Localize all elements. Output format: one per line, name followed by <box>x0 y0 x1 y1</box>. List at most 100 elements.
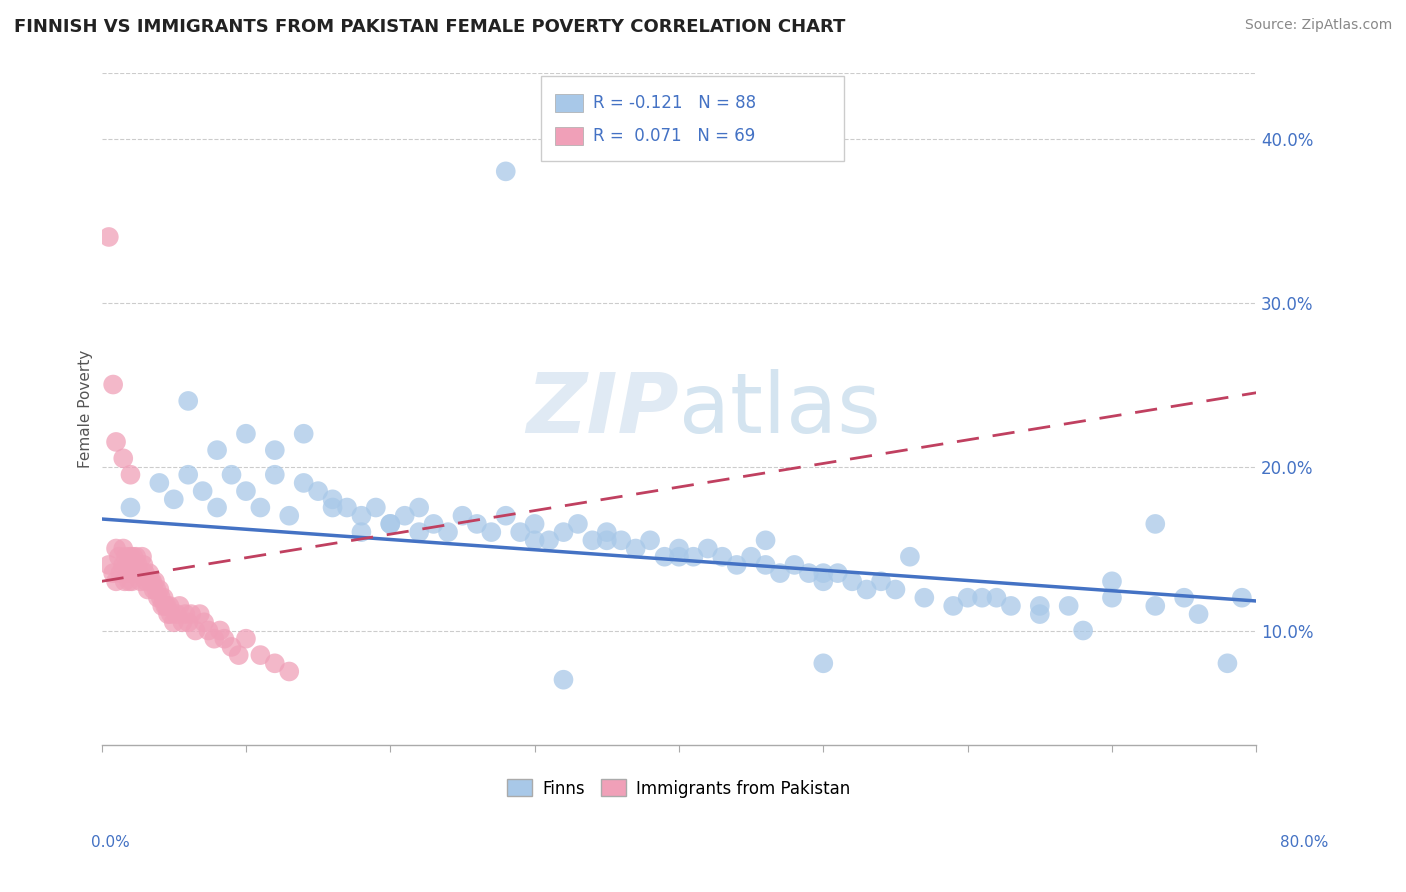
Point <box>380 516 402 531</box>
Point <box>350 525 373 540</box>
Point <box>1057 599 1080 613</box>
Point <box>813 574 835 589</box>
Point <box>177 393 200 408</box>
Text: R = -0.121   N = 88: R = -0.121 N = 88 <box>593 94 756 112</box>
Point <box>117 566 139 581</box>
Point <box>249 648 271 662</box>
Point <box>322 500 344 515</box>
Point <box>1071 624 1094 638</box>
Point <box>174 607 197 621</box>
Point <box>105 541 128 556</box>
Point <box>292 426 315 441</box>
Point <box>138 566 160 581</box>
Point <box>1144 516 1167 531</box>
Point <box>1101 574 1123 589</box>
Point <box>202 632 225 646</box>
Point <box>97 230 120 244</box>
Point <box>1230 591 1253 605</box>
Point <box>841 574 863 589</box>
Point <box>553 673 575 687</box>
Point <box>451 508 474 523</box>
Text: 0.0%: 0.0% <box>91 836 131 850</box>
Point <box>108 549 131 564</box>
Point <box>221 467 243 482</box>
Point <box>136 582 159 597</box>
Point <box>495 508 517 523</box>
Point <box>1029 599 1052 613</box>
Point <box>148 475 170 490</box>
Point <box>596 533 619 548</box>
Point <box>118 574 141 589</box>
Point <box>725 558 748 572</box>
Point <box>1144 599 1167 613</box>
Point <box>422 516 444 531</box>
Point <box>105 434 128 449</box>
Point <box>166 607 188 621</box>
Point <box>193 615 215 630</box>
Point <box>188 607 211 621</box>
Point <box>479 525 502 540</box>
Point <box>160 607 183 621</box>
Point <box>149 591 172 605</box>
Point <box>208 624 231 638</box>
Point <box>263 443 285 458</box>
Point <box>1187 607 1209 621</box>
Point <box>408 525 430 540</box>
Point <box>668 549 690 564</box>
Point <box>110 566 132 581</box>
Point <box>278 665 301 679</box>
Point <box>120 467 142 482</box>
Point <box>465 516 488 531</box>
Point <box>364 500 387 515</box>
Point <box>322 492 344 507</box>
Point <box>581 533 603 548</box>
Point <box>394 508 416 523</box>
Point <box>827 566 849 581</box>
Point <box>150 599 173 613</box>
Point <box>101 566 124 581</box>
Point <box>120 558 142 572</box>
Point <box>122 558 145 572</box>
Text: atlas: atlas <box>679 368 880 450</box>
Point <box>205 500 228 515</box>
Point <box>813 657 835 671</box>
Point <box>146 591 169 605</box>
Point <box>711 549 734 564</box>
Point <box>898 549 921 564</box>
Point <box>163 615 186 630</box>
Y-axis label: Female Poverty: Female Poverty <box>79 350 93 468</box>
Point <box>986 591 1008 605</box>
Point <box>813 566 835 581</box>
Point <box>177 467 200 482</box>
Point <box>124 566 146 581</box>
Point <box>797 566 820 581</box>
Point <box>112 451 135 466</box>
Point <box>1000 599 1022 613</box>
Point <box>120 500 142 515</box>
Point <box>221 640 243 654</box>
Point <box>153 599 176 613</box>
Point <box>1173 591 1195 605</box>
Point <box>307 484 329 499</box>
Point <box>769 566 792 581</box>
Point <box>129 574 152 589</box>
Point <box>205 443 228 458</box>
Point <box>437 525 460 540</box>
Text: R =  0.071   N = 69: R = 0.071 N = 69 <box>593 127 755 145</box>
Text: Source: ZipAtlas.com: Source: ZipAtlas.com <box>1244 18 1392 32</box>
Point <box>180 607 202 621</box>
Point <box>956 591 979 605</box>
Point <box>148 582 170 597</box>
Point <box>538 533 561 548</box>
Text: ZIP: ZIP <box>526 368 679 450</box>
Point <box>184 624 207 638</box>
Point <box>112 541 135 556</box>
Point <box>114 574 136 589</box>
Point <box>228 648 250 662</box>
Point <box>131 549 153 564</box>
Point <box>172 615 194 630</box>
Point <box>214 632 236 646</box>
Point <box>1216 657 1239 671</box>
Point <box>155 599 177 613</box>
Text: 80.0%: 80.0% <box>1281 836 1329 850</box>
